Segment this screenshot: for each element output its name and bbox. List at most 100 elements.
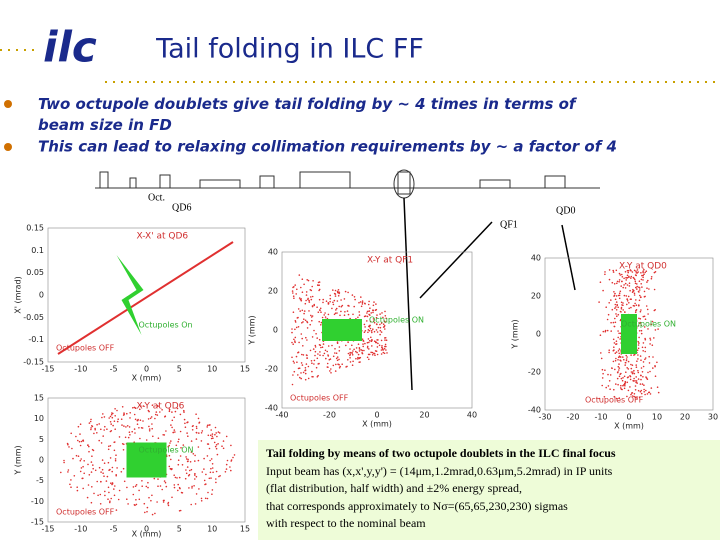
scatter-dot [159, 411, 161, 413]
scatter-dot [355, 347, 358, 349]
caption-line: with respect to the nominal beam [266, 516, 426, 530]
scatter-dot [358, 347, 361, 349]
scatter-dot [614, 368, 616, 371]
scatter-dot [373, 321, 376, 324]
scatter-dot [304, 319, 307, 322]
scatter-dot [349, 354, 351, 357]
scatter-dot [291, 331, 293, 334]
scatter-dot [624, 287, 627, 289]
scatter-dot [167, 446, 169, 448]
scatter-dot [171, 419, 174, 422]
scatter-dot [643, 268, 645, 271]
scatter-dot [617, 350, 620, 352]
scatter-dot [331, 344, 333, 347]
scatter-dot [629, 375, 631, 377]
scatter-dot [340, 310, 342, 313]
scatter-dot [113, 449, 116, 452]
scatter-dot [369, 339, 371, 342]
scatter-dot [177, 489, 179, 492]
scatter-dot [91, 425, 93, 427]
scatter-dot [349, 348, 351, 350]
scatter-dot [123, 412, 125, 414]
scatter-dot [207, 491, 209, 494]
scatter-dot [634, 282, 637, 285]
scatter-dot [315, 333, 317, 335]
scatter-dot [117, 498, 120, 501]
scatter-dot [211, 435, 214, 438]
y-tick-label: -15 [31, 518, 44, 527]
scatter-dot [621, 379, 624, 382]
scatter-dot [326, 350, 329, 353]
scatter-dot [169, 442, 171, 444]
scatter-dot [334, 312, 337, 315]
scatter-dot [382, 323, 385, 326]
scatter-dot [622, 356, 624, 358]
scatter-dot [70, 486, 72, 489]
bullet: Two octupole doublets give tail folding … [38, 95, 578, 134]
scatter-dot [349, 357, 351, 359]
scatter-dot [217, 443, 219, 445]
scatter-dot [647, 391, 650, 394]
scatter-dot [317, 353, 319, 355]
scatter-dot [631, 372, 634, 375]
scatter-dot [620, 301, 623, 304]
scatter-dot [356, 351, 358, 354]
scatter-dot [385, 349, 387, 351]
scatter-dot [614, 352, 617, 355]
scatter-dot [608, 278, 611, 281]
scatter-dot [126, 412, 128, 415]
scatter-dot [623, 358, 625, 361]
scatter-dot [341, 363, 344, 366]
scatter-dot [216, 435, 218, 438]
scatter-dot [317, 374, 319, 377]
scatter-dot [612, 360, 615, 363]
scatter-dot [139, 437, 141, 440]
scatter-dot [188, 487, 190, 489]
scatter-dot [630, 306, 632, 309]
scatter-dot [633, 294, 636, 296]
scatter-dot [306, 339, 308, 341]
scatter-dot [349, 361, 352, 363]
scatter-dot [638, 317, 640, 320]
scatter-dot [306, 357, 309, 359]
scatter-dot [657, 328, 659, 330]
scatter-dot [614, 298, 617, 301]
scatter-dot [347, 352, 350, 355]
scatter-dot [639, 296, 642, 299]
scatter-dot [333, 313, 336, 316]
scatter-dot [635, 286, 637, 289]
scatter-dot [615, 383, 617, 385]
scatter-dot [621, 304, 623, 306]
scatter-dot [148, 428, 151, 430]
scatter-dot [626, 274, 629, 277]
scatter-dot [614, 307, 616, 310]
scatter-dot [63, 459, 65, 462]
scatter-dot [297, 374, 299, 376]
scatter-dot [75, 454, 78, 457]
scatter-dot [187, 458, 189, 461]
scatter-dot [361, 303, 364, 305]
scatter-dot [627, 376, 630, 378]
scatter-dot [612, 338, 615, 341]
scatter-dot [623, 277, 625, 280]
scatter-dot [209, 424, 211, 426]
scatter-dot [177, 463, 180, 466]
scatter-dot [367, 303, 370, 306]
scatter-dot [98, 439, 100, 442]
scatter-dot [319, 344, 322, 347]
scatter-dot [368, 358, 370, 361]
scatter-dot [380, 339, 383, 342]
scatter-dot [373, 352, 375, 355]
scatter-dot [319, 309, 321, 311]
scatter-dot [93, 492, 95, 495]
scatter-dot [368, 353, 371, 356]
scatter-dot [209, 434, 212, 437]
scatter-dot [113, 494, 116, 497]
scatter-dot [305, 291, 308, 293]
scatter-dot [643, 391, 645, 393]
scatter-dot [363, 349, 365, 352]
scatter-dot [336, 290, 339, 293]
scatter-dot [322, 343, 325, 345]
scatter-dot [651, 320, 654, 323]
scatter-dot [631, 364, 634, 367]
